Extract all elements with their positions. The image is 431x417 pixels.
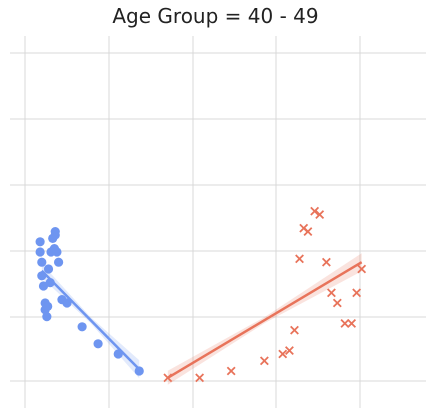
data-points	[35, 206, 367, 383]
data-point	[45, 278, 55, 288]
data-point	[77, 322, 87, 332]
data-point	[303, 227, 313, 237]
chart-title: Age Group = 40 - 49	[112, 4, 319, 28]
data-point	[43, 264, 54, 274]
trend-lines	[40, 261, 363, 379]
trend-line	[40, 269, 141, 371]
grid	[10, 36, 426, 408]
data-point	[93, 339, 103, 349]
data-point	[340, 318, 350, 328]
trend-line	[167, 261, 363, 379]
data-point	[310, 206, 320, 216]
data-point	[327, 288, 336, 298]
data-point	[50, 227, 60, 237]
data-point	[332, 298, 342, 308]
data-point	[37, 257, 47, 267]
data-point	[134, 366, 144, 376]
data-point	[195, 373, 205, 383]
data-point	[43, 301, 53, 311]
data-point	[347, 318, 357, 328]
data-point	[54, 257, 64, 267]
data-point	[226, 366, 236, 376]
data-point	[357, 264, 367, 274]
data-point	[259, 356, 269, 366]
data-point	[315, 210, 325, 220]
data-point	[352, 288, 362, 298]
data-point	[321, 257, 331, 267]
data-point	[42, 312, 52, 322]
data-point	[37, 271, 47, 281]
data-point	[62, 298, 72, 308]
data-point	[35, 237, 45, 247]
data-point	[52, 247, 62, 257]
data-point	[295, 254, 304, 264]
data-point	[113, 349, 123, 359]
data-point	[35, 247, 45, 257]
data-point	[290, 325, 299, 335]
data-point	[163, 373, 173, 383]
data-point	[285, 346, 294, 356]
data-point	[278, 349, 288, 359]
